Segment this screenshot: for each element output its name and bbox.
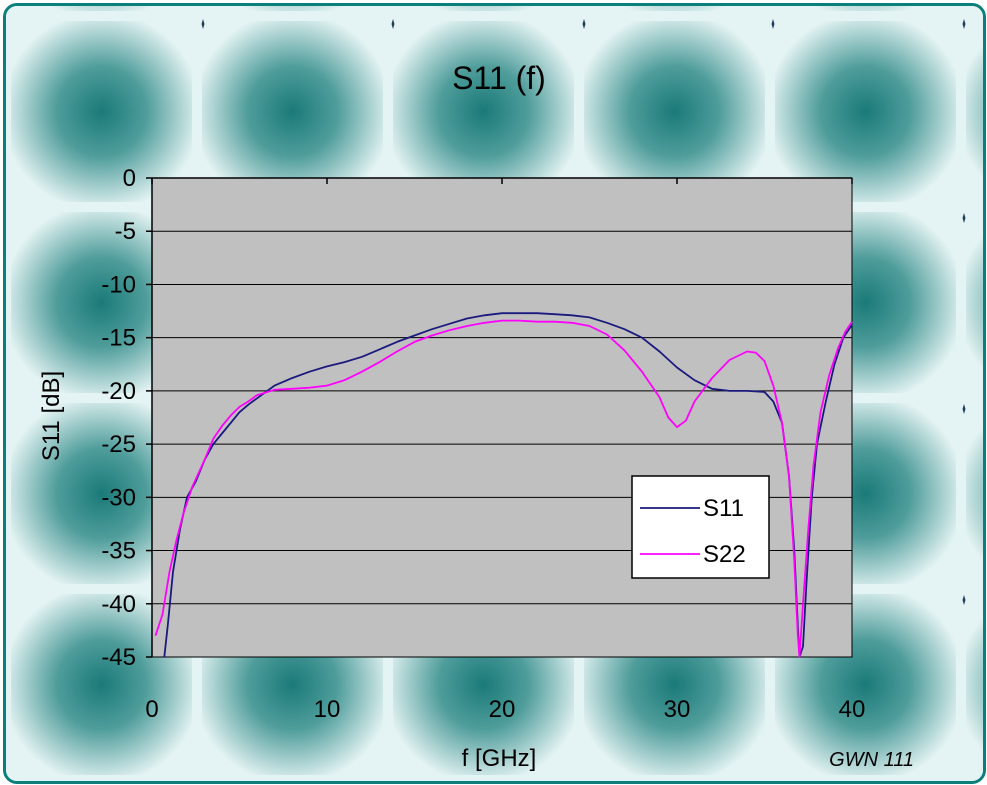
legend-label-s11: S11 xyxy=(703,495,744,522)
axes xyxy=(146,177,853,658)
sparkle-marker xyxy=(962,404,966,414)
sparkle-marker xyxy=(582,19,586,29)
sparkle-marker xyxy=(391,19,395,29)
legend: S11 S22 xyxy=(631,475,770,579)
sparkle-marker xyxy=(962,19,966,29)
sparkle-marker xyxy=(962,213,966,223)
x-tick-label: 20 xyxy=(489,696,516,723)
plot-area xyxy=(151,177,853,658)
decorative-markers xyxy=(201,19,966,605)
y-tick-label: -20 xyxy=(101,378,136,405)
y-tick-label: -15 xyxy=(101,325,136,352)
y-tick-label: -45 xyxy=(101,644,136,671)
legend-label-s22: S22 xyxy=(703,541,746,568)
y-tick-label: -30 xyxy=(101,484,136,511)
x-tick-labels: 0 10 20 30 40 xyxy=(145,696,865,723)
chart-title: S11 (f) xyxy=(452,60,546,96)
x-tick-label: 0 xyxy=(145,696,158,723)
x-tick-label: 10 xyxy=(314,696,341,723)
chart-annotation: GWN 111 xyxy=(829,749,914,771)
sparkle-marker xyxy=(962,595,966,605)
y-tick-label: -5 xyxy=(115,218,136,245)
chart-canvas: 0 -5 -10 -15 -20 -25 -30 -35 -40 -45 0 10 20 30 40 S1… xyxy=(6,6,983,781)
y-tick-labels: 0 -5 -10 -15 -20 -25 -30 -35 -40 -45 xyxy=(101,165,136,671)
y-tick-label: -35 xyxy=(101,538,136,565)
y-tick-label: -40 xyxy=(101,591,136,618)
y-tick-label: -25 xyxy=(101,431,136,458)
y-tick-label: 0 xyxy=(123,165,136,192)
x-tick-label: 30 xyxy=(664,696,691,723)
x-tick-label: 40 xyxy=(839,696,866,723)
legend-box xyxy=(631,475,770,579)
series-group xyxy=(154,312,853,658)
series-line-s22 xyxy=(154,319,853,658)
sparkle-marker xyxy=(771,19,775,29)
chart-frame: 0 -5 -10 -15 -20 -25 -30 -35 -40 -45 0 10 20 30 40 S1… xyxy=(3,3,986,784)
sparkle-marker xyxy=(201,19,205,29)
y-axis-label: S11 [dB] xyxy=(38,371,65,461)
y-tick-label: -10 xyxy=(101,271,136,298)
x-axis-label: f [GHz] xyxy=(462,745,537,772)
